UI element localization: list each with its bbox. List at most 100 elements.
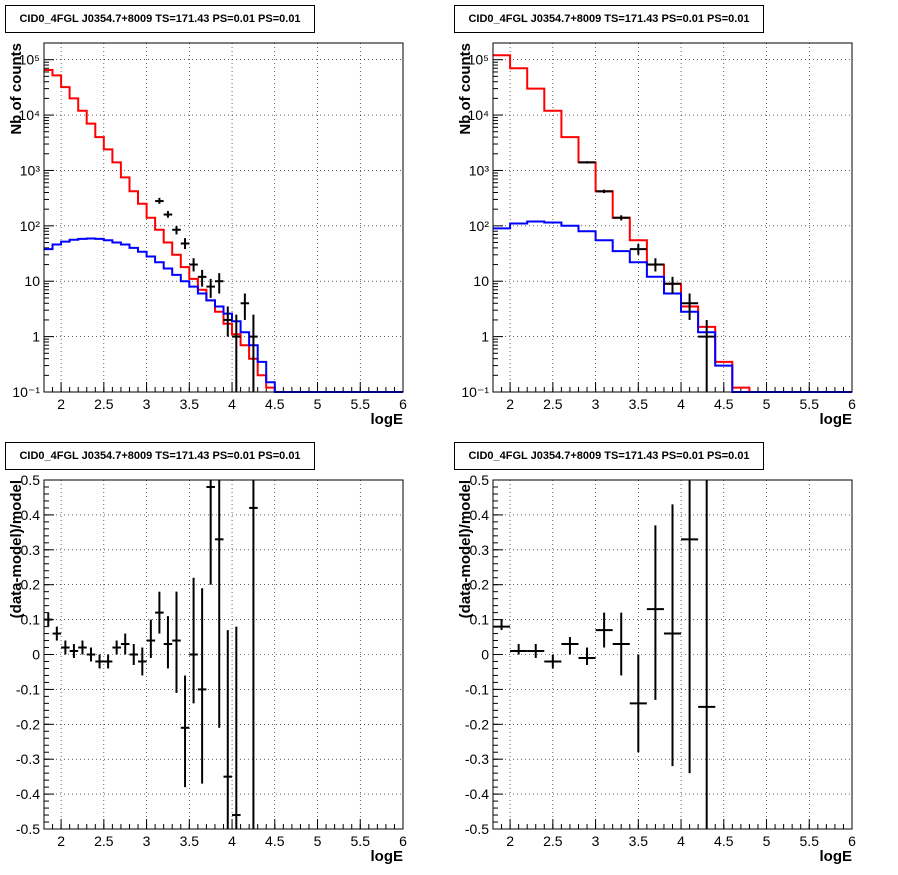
data-point bbox=[223, 306, 233, 337]
data-point bbox=[206, 278, 215, 298]
data-point bbox=[493, 619, 511, 631]
x-axis-label: logE bbox=[371, 848, 404, 865]
data-point bbox=[61, 640, 70, 655]
y-tick-label: -0.3 bbox=[465, 751, 489, 767]
chart-title: CID0_4FGL J0354.7+8009 TS=171.43 PS=0.01… bbox=[5, 5, 315, 33]
x-tick-label: 2 bbox=[506, 396, 514, 412]
y-tick-label: 10² bbox=[469, 218, 490, 234]
x-tick-label: 3 bbox=[592, 833, 600, 849]
y-tick-label: 0.1 bbox=[470, 612, 490, 628]
x-tick-label: 3.5 bbox=[180, 396, 200, 412]
data-point bbox=[578, 161, 596, 164]
y-tick-label: 10⁵ bbox=[19, 52, 40, 68]
x-tick-label: 4 bbox=[677, 833, 685, 849]
y-tick-label: 10⁵ bbox=[468, 52, 489, 68]
data-point bbox=[69, 644, 79, 658]
y-axis-label: (data-model)/model bbox=[457, 480, 474, 618]
y-tick-label: 1 bbox=[32, 329, 40, 345]
x-tick-label: 2 bbox=[57, 833, 65, 849]
y-tick-label: 10⁴ bbox=[467, 107, 489, 123]
x-axis-label: logE bbox=[820, 848, 853, 865]
plot-area bbox=[44, 43, 403, 392]
x-tick-label: 5.5 bbox=[351, 833, 371, 849]
y-axis-label: Nb of counts bbox=[8, 43, 25, 135]
x-axis-label: logE bbox=[371, 411, 404, 428]
y-tick-label: 10³ bbox=[20, 162, 41, 178]
data-point bbox=[155, 197, 164, 204]
chart-title: CID0_4FGL J0354.7+8009 TS=171.43 PS=0.01… bbox=[5, 442, 315, 470]
data-points bbox=[44, 480, 258, 829]
x-tick-label: 6 bbox=[848, 833, 856, 849]
x-tick-label: 6 bbox=[399, 833, 407, 849]
chart-svg: 2 2.5 3 3.5 4 4.5 5 5.5 6 10⁻¹ 1 10 10² 10³ 10⁴ 10⁵ logE… bbox=[8, 42, 407, 428]
data-point bbox=[681, 293, 699, 320]
data-point bbox=[214, 273, 224, 294]
y-tick-label: 0.2 bbox=[470, 577, 490, 593]
data-point bbox=[112, 640, 121, 655]
data-point bbox=[155, 591, 164, 634]
y-tick-label: 10³ bbox=[469, 162, 490, 178]
data-point bbox=[612, 612, 630, 676]
data-point bbox=[561, 637, 579, 655]
y-tick-label: 0.3 bbox=[470, 542, 490, 558]
y-tick-label: -0.5 bbox=[465, 821, 489, 837]
x-tick-label: 5 bbox=[314, 833, 322, 849]
y-tick-label: 1 bbox=[481, 329, 489, 345]
x-tick-label: 5.5 bbox=[351, 396, 371, 412]
data-points bbox=[578, 161, 716, 392]
plot-panel-top-right: 2 2.5 3 3.5 4 4.5 5 5.5 6 10⁻¹ 1 10 10² 10³ 10⁴ 10⁵ logE… bbox=[449, 0, 898, 437]
data-point bbox=[189, 577, 198, 704]
data-point bbox=[240, 293, 250, 320]
y-tick-label: -0.3 bbox=[16, 751, 40, 767]
data-point bbox=[646, 525, 664, 700]
data-point bbox=[206, 480, 215, 585]
y-tick-label: -0.5 bbox=[16, 821, 40, 837]
x-tick-label: 3.5 bbox=[629, 833, 649, 849]
plot-frame bbox=[492, 42, 853, 393]
x-tick-label: 5 bbox=[314, 396, 322, 412]
x-tick-label: 5.5 bbox=[800, 396, 820, 412]
data-point bbox=[249, 480, 258, 829]
y-tick-label: 0.4 bbox=[21, 507, 41, 523]
x-tick-label: 5 bbox=[763, 396, 771, 412]
y-tick-label: 10⁴ bbox=[18, 107, 40, 123]
x-tick-label: 4 bbox=[228, 833, 236, 849]
y-tick-label: 0.5 bbox=[470, 472, 490, 488]
data-point bbox=[197, 269, 207, 287]
x-tick-label: 3.5 bbox=[180, 833, 200, 849]
data-point bbox=[527, 644, 545, 658]
plot-frame bbox=[43, 479, 404, 830]
data-point bbox=[698, 480, 716, 829]
data-point bbox=[172, 225, 181, 235]
data-point bbox=[249, 314, 258, 392]
x-tick-label: 2.5 bbox=[543, 396, 563, 412]
data-point bbox=[232, 314, 241, 392]
x-tick-label: 3 bbox=[143, 833, 151, 849]
y-tick-label: 10 bbox=[473, 273, 489, 289]
data-point bbox=[663, 504, 682, 767]
plot-panel-bottom-left: 2 2.5 3 3.5 4 4.5 5 5.5 6 -0.5 -0.4 -0.3 -0.2 -0.1 0 0.… bbox=[0, 437, 449, 874]
x-axis-label: logE bbox=[820, 411, 853, 428]
data-point bbox=[681, 480, 699, 774]
x-tick-label: 6 bbox=[848, 396, 856, 412]
x-tick-label: 2.5 bbox=[94, 833, 114, 849]
data-point bbox=[595, 612, 613, 648]
data-point bbox=[595, 189, 613, 194]
x-tick-label: 6 bbox=[399, 396, 407, 412]
data-point bbox=[180, 675, 190, 788]
y-tick-label: -0.1 bbox=[16, 681, 40, 697]
x-tick-label: 5.5 bbox=[800, 833, 820, 849]
x-tick-label: 2.5 bbox=[94, 396, 114, 412]
data-point bbox=[223, 630, 233, 829]
data-point bbox=[612, 215, 630, 221]
plot-panel-bottom-right: 2 2.5 3 3.5 4 4.5 5 5.5 6 -0.5 -0.4 -0.3 -0.2 -0.1 0 0.… bbox=[449, 437, 898, 874]
y-tick-label: 10⁻¹ bbox=[12, 384, 40, 400]
x-tick-label: 3.5 bbox=[629, 396, 649, 412]
y-tick-label: 0.2 bbox=[21, 577, 41, 593]
y-tick-label: 0.1 bbox=[21, 612, 41, 628]
data-point bbox=[52, 626, 62, 641]
y-tick-label: -0.4 bbox=[465, 786, 489, 802]
y-axis-label: Nb of counts bbox=[457, 43, 474, 135]
y-tick-label: 0 bbox=[32, 647, 40, 663]
x-tick-label: 4.5 bbox=[714, 396, 734, 412]
